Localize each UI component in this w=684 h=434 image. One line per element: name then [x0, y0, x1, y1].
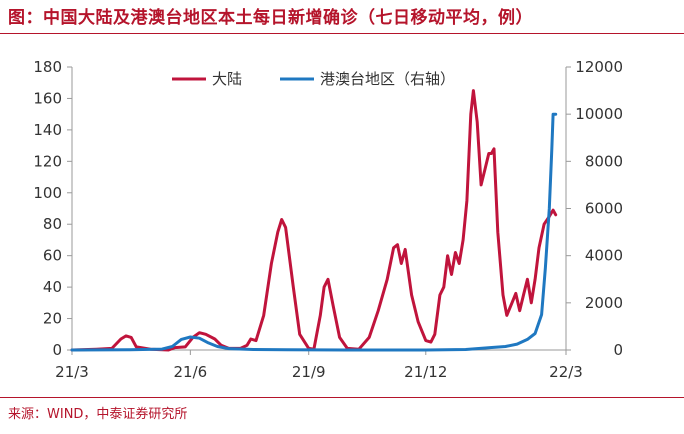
title-divider	[0, 33, 684, 34]
series-line-hk-tw	[70, 112, 558, 352]
y-right-tick-label: 10000	[575, 105, 623, 123]
y-left-tick-label: 120	[33, 152, 62, 170]
legend: 大陆 港澳台地区（右轴）	[172, 70, 455, 88]
x-tick-label: 21/12	[404, 363, 447, 381]
y-left-tick-label: 0	[52, 341, 62, 359]
y-left-tick-label: 160	[33, 89, 62, 107]
y-left-tick-label: 80	[43, 215, 62, 233]
x-tick-label: 21/3	[55, 363, 89, 381]
y-left-tick-label: 140	[33, 121, 62, 139]
y-left-tick-label: 60	[43, 247, 62, 265]
y-right-tick-label: 12000	[575, 58, 623, 76]
chart-title: 图：中国大陆及港澳台地区本土每日新增确诊（七日移动平均，例）	[8, 8, 533, 28]
series-layer	[70, 89, 558, 352]
y-right-tick-label: 6000	[585, 200, 623, 218]
legend-label-hk-tw: 港澳台地区（右轴）	[320, 70, 455, 88]
series-line-mainland	[70, 89, 558, 352]
x-tick-label: 22/3	[549, 363, 583, 381]
legend-label-mainland: 大陆	[212, 70, 242, 88]
source-note: 来源：WIND，中泰证券研究所	[8, 407, 188, 422]
chart: 21/3 21/6 21/9 21/12 22/3 0 20 40 60 80 100 120 140 1…	[33, 58, 623, 381]
x-tick-label: 21/9	[292, 363, 326, 381]
y-left-tick-label: 100	[33, 184, 62, 202]
axes-layer: 21/3 21/6 21/9 21/12 22/3 0 20 40 60 80 100 120 140 1…	[33, 58, 623, 381]
y-right-tick-label: 8000	[585, 152, 623, 170]
x-tick-label: 21/6	[174, 363, 208, 381]
y-left-tick-label: 180	[33, 58, 62, 76]
y-left-tick-label: 40	[43, 278, 62, 296]
footer-divider	[0, 397, 684, 398]
y-left-tick-label: 20	[43, 310, 62, 328]
y-right-tick-label: 4000	[585, 247, 623, 265]
y-right-tick-label: 0	[613, 341, 623, 359]
y-right-tick-label: 2000	[585, 294, 623, 312]
